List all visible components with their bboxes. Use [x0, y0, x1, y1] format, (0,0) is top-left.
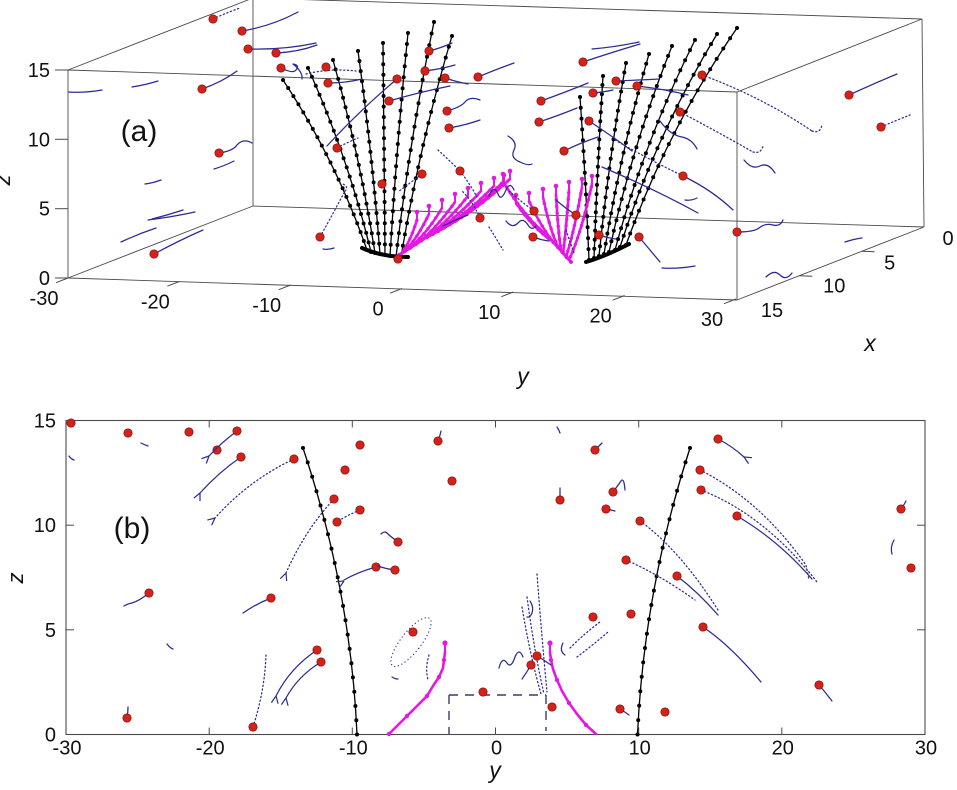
svg-text:15: 15	[761, 300, 783, 322]
svg-text:10: 10	[28, 129, 50, 151]
svg-text:-10: -10	[339, 738, 368, 760]
svg-text:30: 30	[701, 309, 723, 331]
svg-text:15: 15	[34, 411, 56, 433]
svg-text:15: 15	[28, 60, 50, 82]
svg-text:5: 5	[39, 199, 50, 221]
svg-text:z: z	[0, 175, 15, 187]
svg-text:x: x	[863, 330, 877, 356]
svg-text:-10: -10	[252, 295, 281, 317]
svg-text:z: z	[3, 573, 28, 585]
svg-text:y: y	[515, 363, 530, 389]
svg-text:10: 10	[34, 515, 56, 537]
svg-text:0: 0	[39, 268, 50, 290]
svg-text:0: 0	[491, 738, 502, 760]
svg-text:10: 10	[478, 302, 500, 324]
svg-text:-20: -20	[141, 292, 170, 314]
svg-text:5: 5	[45, 620, 56, 642]
svg-text:(a): (a)	[121, 115, 158, 148]
svg-text:0: 0	[45, 725, 56, 747]
svg-text:20: 20	[589, 306, 611, 328]
svg-text:10: 10	[823, 276, 845, 298]
svg-text:0: 0	[942, 228, 953, 250]
svg-text:20: 20	[772, 738, 794, 760]
svg-text:(b): (b)	[114, 512, 151, 545]
svg-text:y: y	[487, 757, 502, 783]
svg-text:30: 30	[915, 738, 937, 760]
svg-text:0: 0	[372, 299, 383, 321]
svg-text:5: 5	[884, 252, 895, 274]
svg-text:-20: -20	[196, 738, 225, 760]
svg-text:10: 10	[629, 738, 651, 760]
svg-text:-30: -30	[53, 738, 82, 760]
svg-text:-30: -30	[30, 288, 59, 310]
